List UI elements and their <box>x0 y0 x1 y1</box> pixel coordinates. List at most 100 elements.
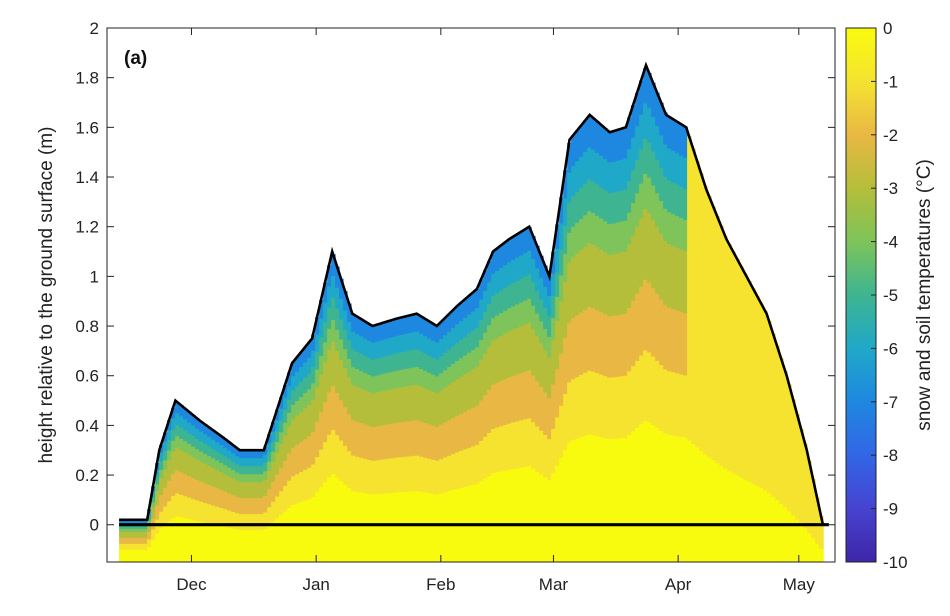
temperature-cell <box>747 461 752 483</box>
temperature-cell <box>347 451 352 471</box>
temperature-cell <box>671 467 676 500</box>
temperature-cell <box>131 531 136 536</box>
temperature-cell <box>391 440 396 459</box>
temperature-cell <box>131 546 136 551</box>
temperature-cell <box>215 506 220 517</box>
temperature-cell <box>327 286 332 309</box>
temperature-cell <box>447 473 452 492</box>
temperature-cell <box>755 467 760 487</box>
temperature-cell <box>231 553 236 562</box>
temperature-cell <box>199 471 204 483</box>
temperature-cell <box>775 469 780 486</box>
temperature-cell <box>683 188 688 221</box>
temperature-cell <box>779 547 784 562</box>
temperature-cell <box>391 475 396 494</box>
temperature-cell <box>439 441 444 460</box>
temperature-cell <box>675 247 680 280</box>
temperature-cell <box>591 276 596 309</box>
temperature-cell <box>239 546 244 555</box>
temperature-cell <box>431 408 436 427</box>
temperature-cell <box>131 549 136 554</box>
temperature-cell <box>611 162 616 194</box>
temperature-cell <box>387 320 392 339</box>
temperature-cell <box>571 379 576 411</box>
temperature-cell <box>455 306 460 325</box>
temperature-cell <box>283 536 288 550</box>
temperature-cell <box>251 498 256 507</box>
temperature-cell <box>523 443 528 468</box>
temperature-cell <box>627 117 632 150</box>
temperature-cell <box>631 398 636 432</box>
temperature-cell <box>479 360 484 381</box>
temperature-cell <box>751 425 756 446</box>
temperature-cell <box>703 212 708 240</box>
temperature-cell <box>727 493 732 518</box>
temperature-cell <box>255 554 260 562</box>
temperature-cell <box>699 312 704 341</box>
temperature-cell <box>315 439 320 458</box>
temperature-cell <box>183 485 188 497</box>
temperature-cell <box>343 291 348 311</box>
temperature-cell <box>751 444 756 465</box>
temperature-cell <box>599 405 604 438</box>
temperature-cell <box>179 472 184 485</box>
temperature-cell <box>675 184 680 217</box>
temperature-cell <box>339 278 344 300</box>
temperature-cell <box>659 233 664 268</box>
temperature-cell <box>603 438 608 470</box>
temperature-cell <box>423 370 428 389</box>
temperature-cell <box>163 450 168 461</box>
temperature-cell <box>163 478 168 489</box>
temperature-cell <box>575 377 580 409</box>
temperature-cell <box>119 546 124 551</box>
temperature-cell <box>295 371 300 387</box>
temperature-cell <box>671 182 676 215</box>
temperature-cell <box>447 508 452 528</box>
temperature-cell <box>179 405 184 417</box>
temperature-cell <box>599 343 604 376</box>
temperature-cell <box>535 449 540 473</box>
temperature-cell <box>223 456 228 466</box>
temperature-cell <box>819 548 824 553</box>
temperature-cell <box>575 161 580 193</box>
temperature-cell <box>127 546 132 551</box>
temperature-cell <box>595 467 600 500</box>
temperature-cell <box>807 547 812 556</box>
temperature-cell <box>635 92 640 127</box>
temperature-cell <box>231 495 236 505</box>
temperature-cell <box>431 323 436 342</box>
temperature-cell <box>679 499 684 532</box>
temperature-cell <box>631 366 636 400</box>
temperature-cell <box>423 336 428 355</box>
temperature-cell <box>147 535 152 540</box>
temperature-cell <box>723 468 728 493</box>
temperature-cell <box>603 252 608 284</box>
temperature-cell <box>467 314 472 335</box>
temperature-cell <box>447 455 452 474</box>
temperature-cell <box>599 468 604 501</box>
temperature-cell <box>411 420 416 439</box>
temperature-cell <box>739 393 744 415</box>
temperature-cell <box>539 540 544 562</box>
temperature-cell <box>675 310 680 343</box>
temperature-cell <box>363 321 368 340</box>
temperature-cell <box>655 427 660 462</box>
temperature-cell <box>759 506 764 526</box>
temperature-cell <box>255 490 260 499</box>
temperature-cell <box>623 406 628 439</box>
temperature-cell <box>279 514 284 528</box>
temperature-cell <box>455 342 460 362</box>
temperature-cell <box>335 498 340 521</box>
temperature-cell <box>771 464 776 481</box>
temperature-cell <box>815 552 820 558</box>
temperature-cell <box>295 415 300 431</box>
temperature-cell <box>607 408 612 440</box>
temperature-cell <box>151 545 156 552</box>
temperature-cell <box>203 503 208 514</box>
temperature-cell <box>735 410 740 433</box>
temperature-cell <box>259 530 264 539</box>
temperature-cell <box>359 475 364 494</box>
temperature-cell <box>779 445 784 461</box>
y-tick-label: 1.4 <box>75 168 99 187</box>
